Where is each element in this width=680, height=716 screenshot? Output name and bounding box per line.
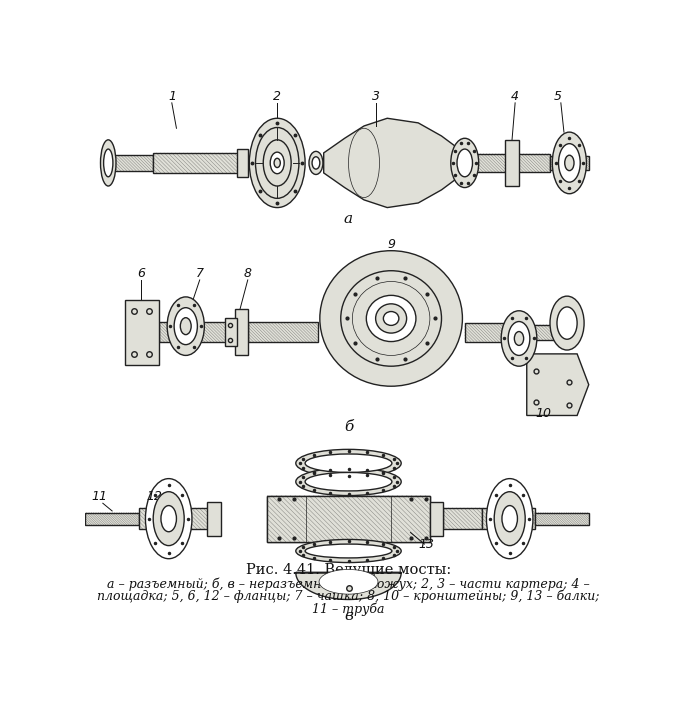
Text: 12: 12	[147, 490, 163, 503]
Text: 4: 4	[511, 90, 519, 103]
Bar	[550, 156, 589, 170]
Ellipse shape	[552, 132, 586, 194]
Text: 5: 5	[554, 90, 562, 103]
Text: в: в	[344, 609, 353, 622]
Ellipse shape	[494, 492, 525, 546]
Ellipse shape	[274, 158, 280, 168]
Ellipse shape	[270, 152, 284, 174]
Text: 2: 2	[273, 90, 282, 103]
Ellipse shape	[501, 311, 537, 366]
Ellipse shape	[557, 307, 577, 339]
Bar	[267, 495, 430, 542]
Ellipse shape	[367, 296, 416, 342]
Bar	[464, 323, 515, 342]
Text: 6: 6	[137, 267, 145, 280]
Bar	[85, 513, 139, 525]
Polygon shape	[527, 354, 589, 415]
Polygon shape	[324, 118, 464, 208]
Ellipse shape	[384, 311, 399, 325]
Ellipse shape	[375, 304, 407, 333]
Text: б: б	[344, 420, 353, 434]
Text: Рис. 4.41. Ведущие мосты:: Рис. 4.41. Ведущие мосты:	[246, 563, 451, 577]
Bar	[430, 502, 443, 536]
Ellipse shape	[309, 151, 323, 175]
Ellipse shape	[305, 454, 392, 473]
Bar	[267, 495, 430, 542]
Ellipse shape	[305, 473, 392, 491]
Ellipse shape	[514, 332, 524, 345]
Text: 9: 9	[387, 238, 395, 251]
Bar	[125, 300, 158, 364]
Text: 10: 10	[536, 407, 551, 420]
Ellipse shape	[558, 144, 580, 182]
Ellipse shape	[564, 155, 574, 170]
Bar	[235, 309, 248, 355]
Text: 1: 1	[169, 90, 177, 103]
Ellipse shape	[457, 149, 473, 177]
Bar	[224, 319, 237, 346]
Bar	[108, 155, 153, 170]
Text: 3: 3	[372, 90, 379, 103]
Ellipse shape	[263, 140, 291, 186]
Bar	[153, 153, 240, 173]
Ellipse shape	[502, 505, 517, 532]
Bar	[482, 508, 534, 529]
Bar	[515, 324, 566, 340]
Text: 8: 8	[243, 267, 252, 280]
Ellipse shape	[146, 478, 192, 558]
Text: а – разъемный; б, в – неразъемные; 1 – кожух; 2, 3 – части картера; 4 –: а – разъемный; б, в – неразъемные; 1 – к…	[107, 578, 590, 591]
Ellipse shape	[508, 321, 530, 355]
Bar	[505, 140, 519, 186]
Bar	[207, 502, 220, 536]
Polygon shape	[296, 573, 401, 599]
Ellipse shape	[101, 140, 116, 186]
Ellipse shape	[250, 118, 305, 208]
Ellipse shape	[305, 544, 392, 558]
Text: 11 – труба: 11 – труба	[312, 602, 385, 616]
Ellipse shape	[167, 297, 205, 355]
Ellipse shape	[296, 539, 401, 563]
Ellipse shape	[180, 318, 191, 334]
Bar	[443, 508, 482, 529]
Ellipse shape	[341, 271, 441, 366]
Bar	[464, 154, 550, 172]
Text: 13: 13	[418, 538, 434, 551]
Ellipse shape	[319, 569, 378, 594]
Ellipse shape	[103, 149, 113, 177]
Text: 7: 7	[196, 267, 204, 280]
Text: 11: 11	[91, 490, 107, 503]
Ellipse shape	[174, 308, 197, 344]
Ellipse shape	[486, 478, 533, 558]
Ellipse shape	[296, 468, 401, 495]
Ellipse shape	[161, 505, 176, 532]
Ellipse shape	[312, 157, 320, 169]
Bar	[248, 322, 318, 342]
Bar	[139, 508, 209, 529]
Bar	[158, 322, 236, 342]
Ellipse shape	[550, 296, 584, 350]
Ellipse shape	[296, 450, 401, 477]
Ellipse shape	[256, 127, 299, 198]
Text: площадка; 5, 6, 12 – фланцы; 7 – чашка; 8, 10 – кронштейны; 9, 13 – балки;: площадка; 5, 6, 12 – фланцы; 7 – чашка; …	[97, 590, 600, 604]
Text: а: а	[344, 212, 353, 226]
Ellipse shape	[451, 138, 479, 188]
Ellipse shape	[153, 492, 184, 546]
Ellipse shape	[320, 251, 462, 386]
Bar	[237, 149, 248, 177]
Bar	[534, 513, 589, 525]
